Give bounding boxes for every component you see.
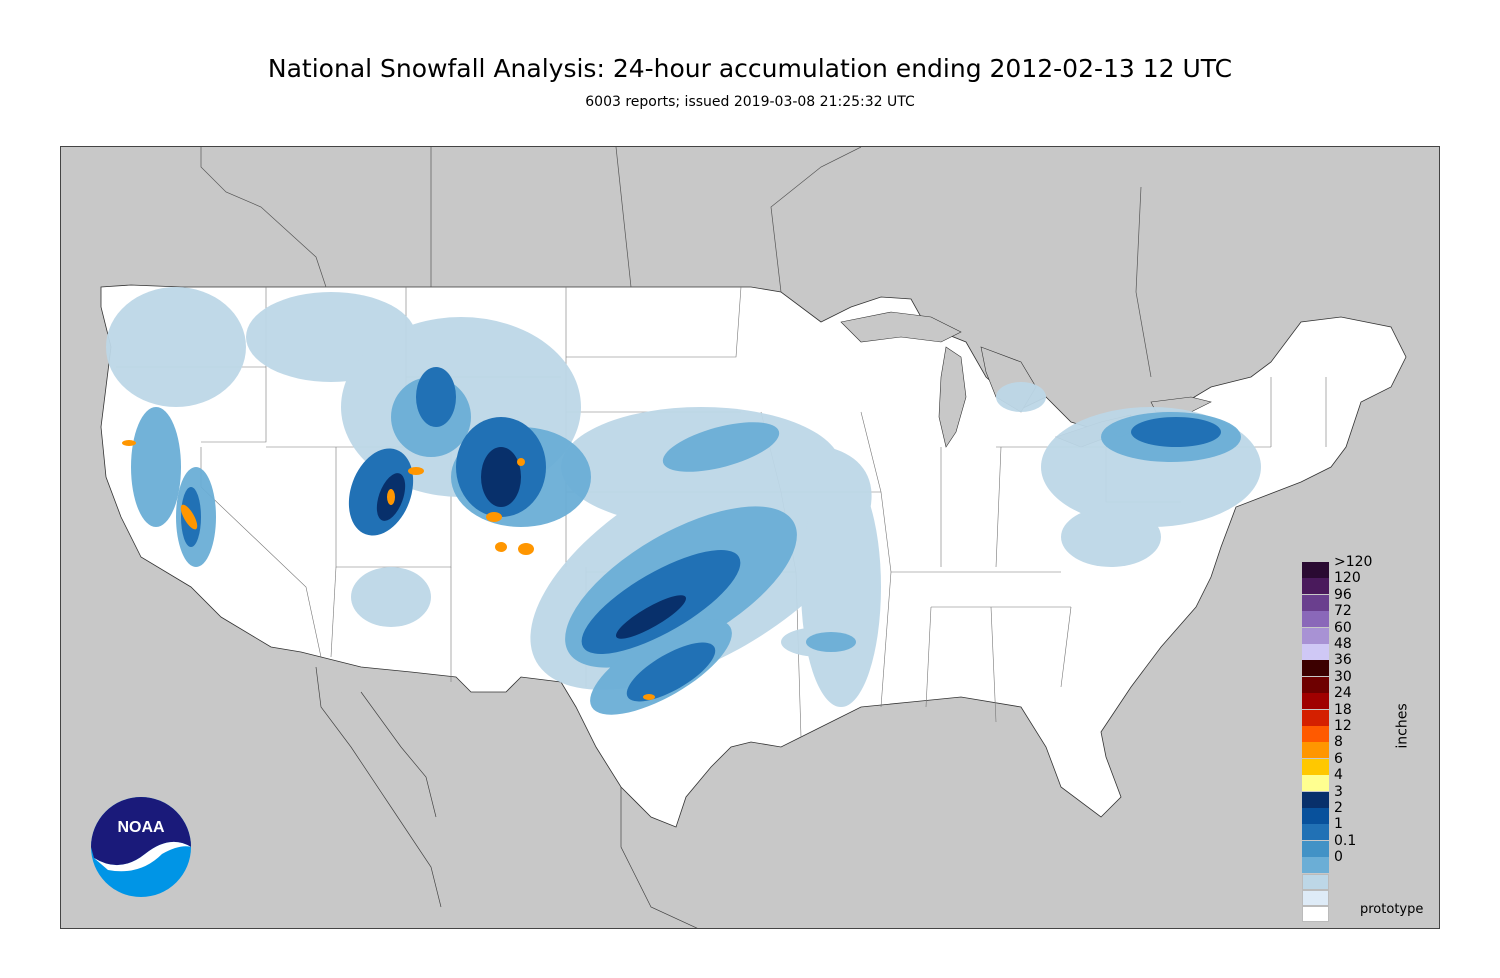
legend-item: 30 xyxy=(1302,669,1422,693)
legend-label: 6 xyxy=(1334,750,1343,767)
legend-swatch xyxy=(1302,644,1329,660)
legend-item: 8 xyxy=(1302,734,1422,759)
legend-swatch xyxy=(1302,578,1329,595)
map-subtitle: 6003 reports; issued 2019-03-08 21:25:32… xyxy=(585,94,915,110)
legend-label: 36 xyxy=(1334,652,1352,669)
noaa-logo: NOAA xyxy=(90,796,192,898)
legend-item: 60 xyxy=(1302,620,1422,644)
legend-item: 4 xyxy=(1302,767,1422,792)
legend-label: 0 xyxy=(1334,849,1343,866)
legend-item: 72 xyxy=(1302,603,1422,628)
legend-item: 18 xyxy=(1302,702,1422,726)
legend-label: 4 xyxy=(1334,767,1343,784)
legend-swatch xyxy=(1302,660,1329,677)
legend-swatch xyxy=(1302,562,1329,578)
legend-label: 30 xyxy=(1334,668,1352,685)
legend-swatch xyxy=(1302,857,1329,874)
legend-swatch xyxy=(1302,742,1329,759)
legend-swatch xyxy=(1302,709,1329,726)
legend-swatch xyxy=(1302,840,1329,857)
lake-michigan xyxy=(938,346,967,448)
legend-swatch xyxy=(1302,627,1329,644)
legend-label: 0.1 xyxy=(1334,832,1357,849)
snowfall-extreme xyxy=(122,440,655,700)
legend-swatch xyxy=(1302,758,1329,775)
legend-item: 48 xyxy=(1302,636,1422,660)
legend-swatch xyxy=(1302,775,1329,792)
legend-swatch xyxy=(1302,611,1329,628)
legend-item: 0.1 xyxy=(1302,833,1422,857)
legend-item: 120 xyxy=(1302,570,1422,595)
mexico-coastline xyxy=(315,666,698,928)
legend-label: 2 xyxy=(1334,800,1343,816)
legend-label: 18 xyxy=(1334,701,1352,718)
legend-item: >120 xyxy=(1302,554,1422,578)
legend-label: 120 xyxy=(1334,570,1361,587)
legend-item: 12 xyxy=(1302,718,1422,742)
legend-swatch xyxy=(1302,890,1329,906)
legend-item: 96 xyxy=(1302,587,1422,611)
legend-swatch xyxy=(1302,791,1329,808)
legend-label: 96 xyxy=(1334,586,1352,603)
legend-item: 3 xyxy=(1302,784,1422,808)
legend-swatch xyxy=(1302,676,1329,693)
legend-swatch xyxy=(1302,808,1329,824)
legend-item: 24 xyxy=(1302,685,1422,710)
legend-swatch xyxy=(1302,693,1329,710)
legend-swatch xyxy=(1302,873,1329,890)
legend-item: 36 xyxy=(1302,652,1422,677)
legend-swatch xyxy=(1302,726,1329,742)
legend-label: 12 xyxy=(1334,718,1352,734)
prototype-label: prototype xyxy=(1360,902,1424,917)
map-title: National Snowfall Analysis: 24-hour accu… xyxy=(267,54,1233,83)
canada-border-lines xyxy=(200,147,1152,378)
legend-swatch xyxy=(1302,824,1329,841)
legend-swatch xyxy=(1302,594,1329,611)
map-svg xyxy=(100,147,1407,928)
legend-item: 2 xyxy=(1302,800,1422,824)
legend-item: 0 xyxy=(1302,849,1422,874)
legend-label: 24 xyxy=(1334,685,1352,702)
legend-label: 8 xyxy=(1334,734,1343,751)
snowfall-map[interactable] xyxy=(60,146,1440,929)
legend-units: inches xyxy=(1394,703,1411,749)
legend-item: 1 xyxy=(1302,816,1422,841)
svg-text:NOAA: NOAA xyxy=(117,819,165,836)
legend-label: 72 xyxy=(1334,603,1352,620)
legend-label: >120 xyxy=(1334,554,1373,570)
legend-item: 6 xyxy=(1302,751,1422,775)
legend-label: 1 xyxy=(1334,816,1343,833)
legend-swatch xyxy=(1302,906,1329,923)
legend-label: 3 xyxy=(1334,783,1343,800)
legend-label: 48 xyxy=(1334,636,1352,652)
lake-superior xyxy=(840,311,962,343)
legend-label: 60 xyxy=(1334,619,1352,636)
